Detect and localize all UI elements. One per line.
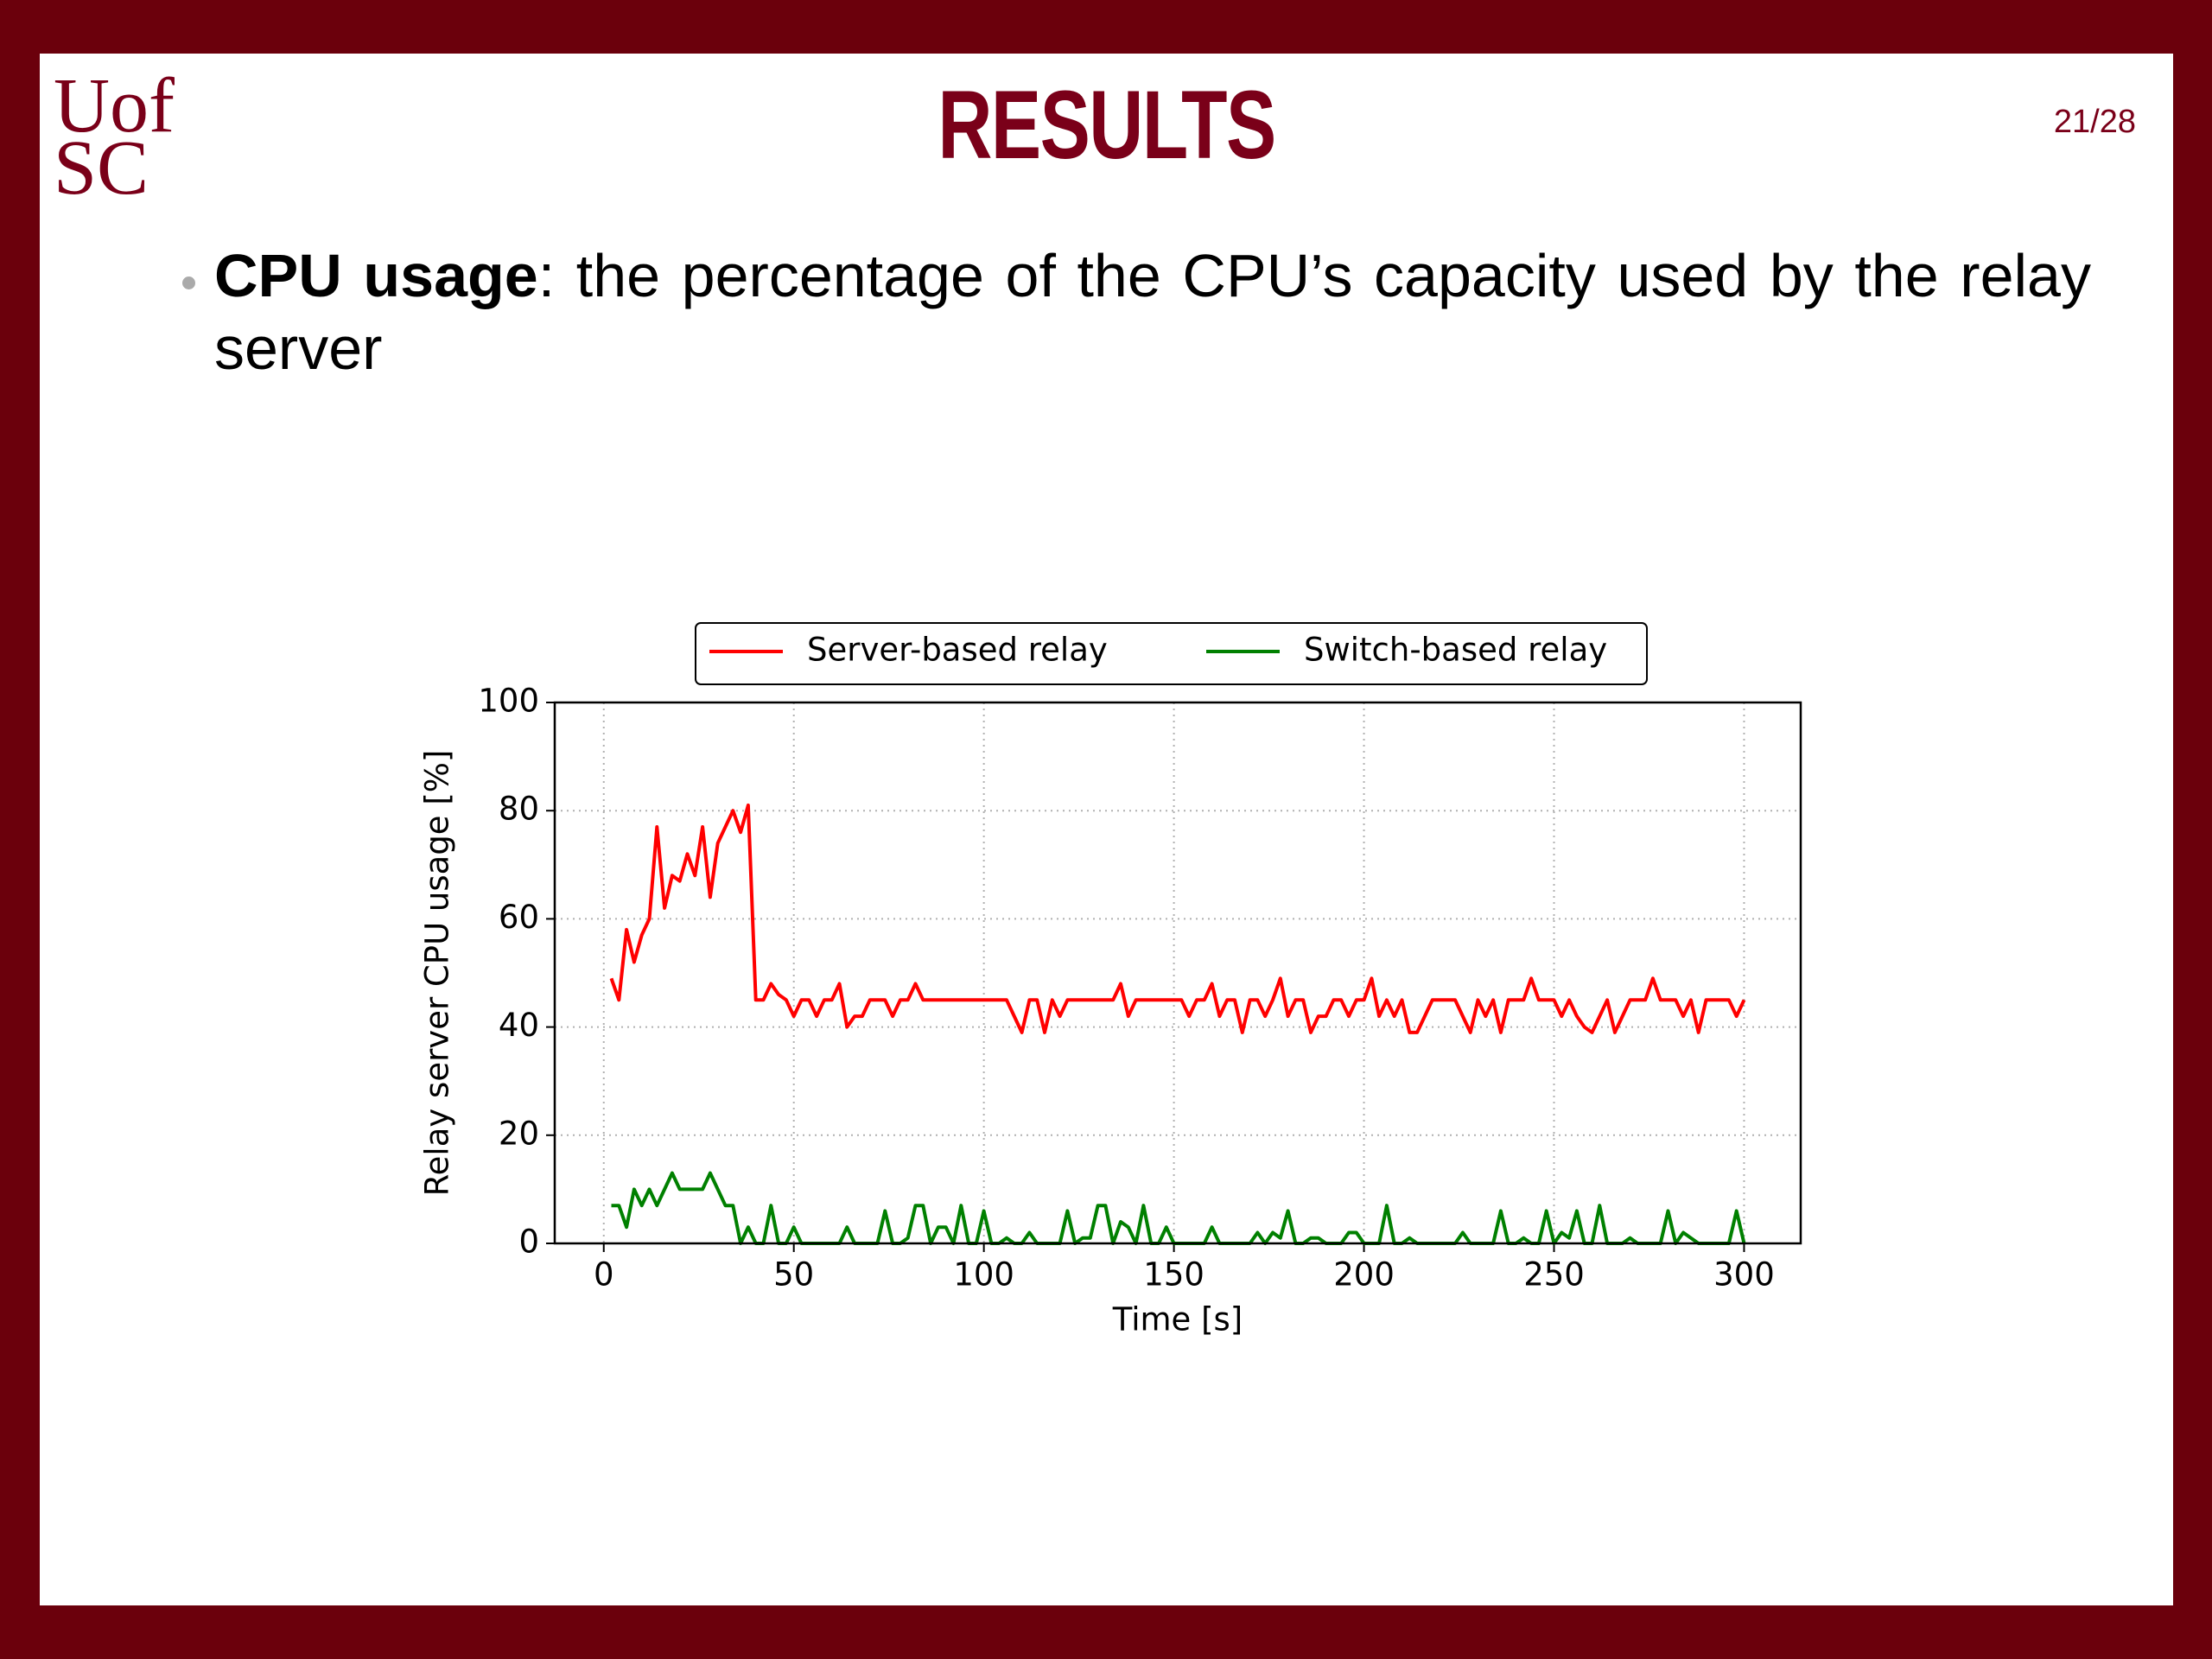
logo-bottom: SC bbox=[54, 125, 149, 211]
x-tick-label: 200 bbox=[1333, 1256, 1395, 1294]
y-axis-label: Relay server CPU usage [%] bbox=[419, 750, 456, 1197]
series-line bbox=[609, 803, 1746, 1034]
page-number: 21/28 bbox=[2053, 104, 2136, 140]
slide: Uof SC RESULTS 21/28 CPU usage: the perc… bbox=[40, 54, 2173, 1605]
y-tick-label: 40 bbox=[499, 1007, 539, 1044]
legend-label: Server-based relay bbox=[807, 632, 1108, 669]
legend-label: Switch-based relay bbox=[1304, 632, 1607, 669]
x-tick-label: 100 bbox=[953, 1256, 1014, 1294]
logo-top: Uof bbox=[54, 63, 175, 149]
bullet-term: CPU usage bbox=[214, 242, 538, 309]
y-tick-label: 20 bbox=[499, 1115, 539, 1152]
y-tick-label: 60 bbox=[499, 899, 539, 936]
x-tick-label: 50 bbox=[773, 1256, 814, 1294]
legend-box bbox=[695, 622, 1648, 685]
bullet: CPU usage: the percentage of the CPU’s c… bbox=[214, 239, 2091, 385]
y-tick-label: 0 bbox=[518, 1224, 539, 1261]
bullet-text: : the percentage of the CPU’s capacity u… bbox=[214, 242, 2091, 382]
x-tick-label: 300 bbox=[1713, 1256, 1775, 1294]
plot-frame bbox=[553, 701, 1802, 1245]
bullet-list: CPU usage: the percentage of the CPU’s c… bbox=[178, 239, 2091, 385]
y-tick-label: 80 bbox=[499, 791, 539, 828]
slide-title: RESULTS bbox=[938, 71, 1276, 179]
x-tick-label: 250 bbox=[1523, 1256, 1585, 1294]
x-tick-label: 150 bbox=[1143, 1256, 1205, 1294]
y-tick-label: 100 bbox=[478, 683, 539, 720]
series-line bbox=[611, 1171, 1746, 1245]
x-tick-label: 0 bbox=[594, 1256, 614, 1294]
x-axis-label: Time [s] bbox=[1112, 1301, 1243, 1338]
